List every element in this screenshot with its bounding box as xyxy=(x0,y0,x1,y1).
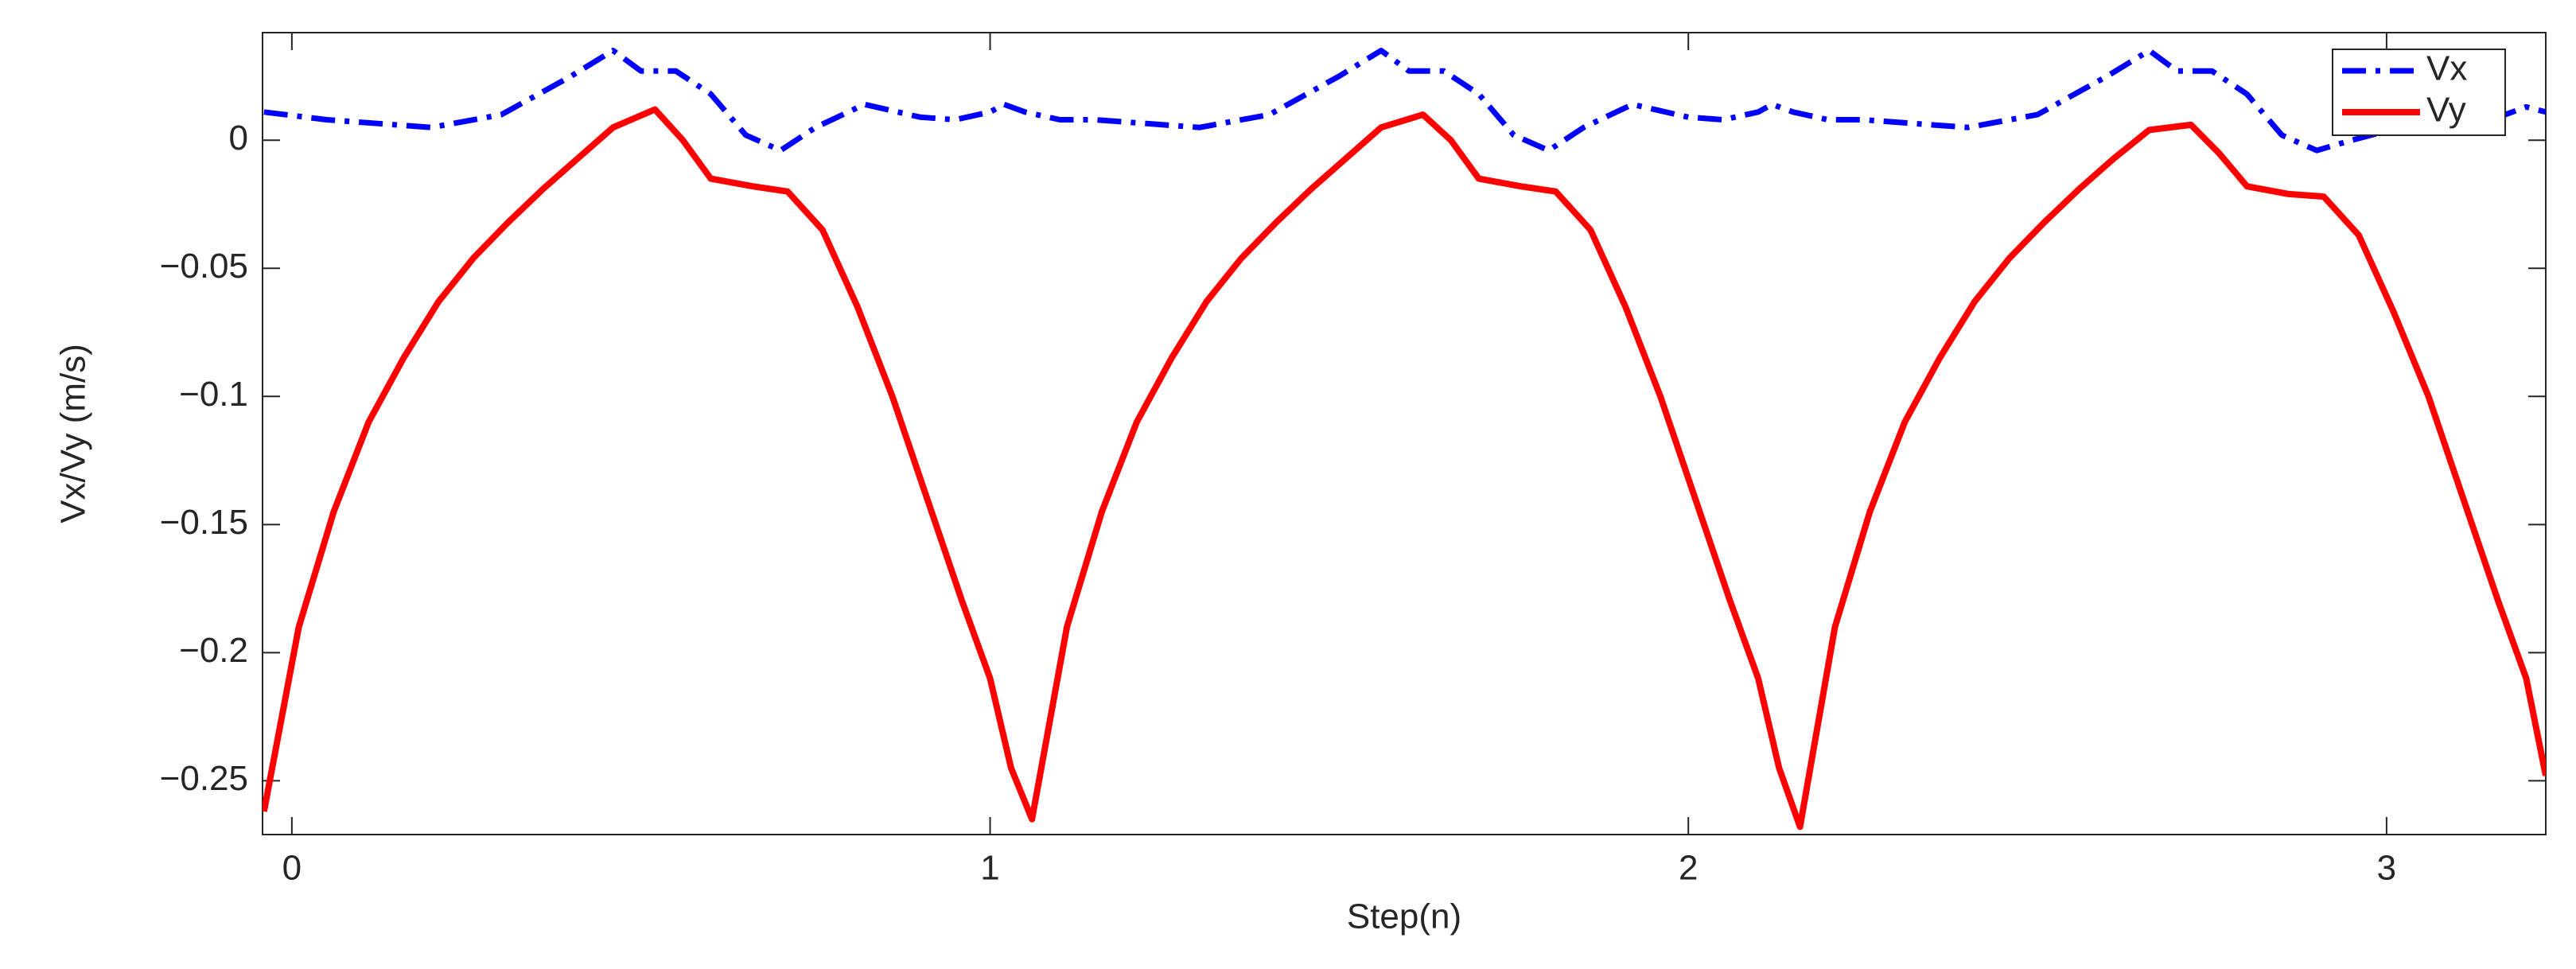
y-tick-label: −0.1 xyxy=(179,375,248,414)
y-tick-label: −0.15 xyxy=(160,503,248,542)
x-axis-label: Step(n) xyxy=(1347,897,1461,936)
y-axis-label: Vx/Vy (m/s) xyxy=(54,344,93,523)
legend-box xyxy=(2332,49,2506,136)
y-tick-label: −0.2 xyxy=(179,631,248,670)
x-tick-label: 2 xyxy=(1679,849,1698,888)
series-line xyxy=(263,48,2546,154)
y-tick-label: −0.05 xyxy=(160,247,248,286)
x-tick-label: 3 xyxy=(2377,849,2396,888)
legend-label: Vx xyxy=(2426,49,2467,88)
legend-label: Vy xyxy=(2426,91,2466,130)
y-tick-label: 0 xyxy=(229,119,248,158)
x-tick-label: 1 xyxy=(980,849,999,888)
x-tick-label: 0 xyxy=(282,849,302,888)
y-tick-label: −0.25 xyxy=(160,759,248,798)
plot-area xyxy=(262,32,2547,835)
series-line xyxy=(263,106,2546,831)
